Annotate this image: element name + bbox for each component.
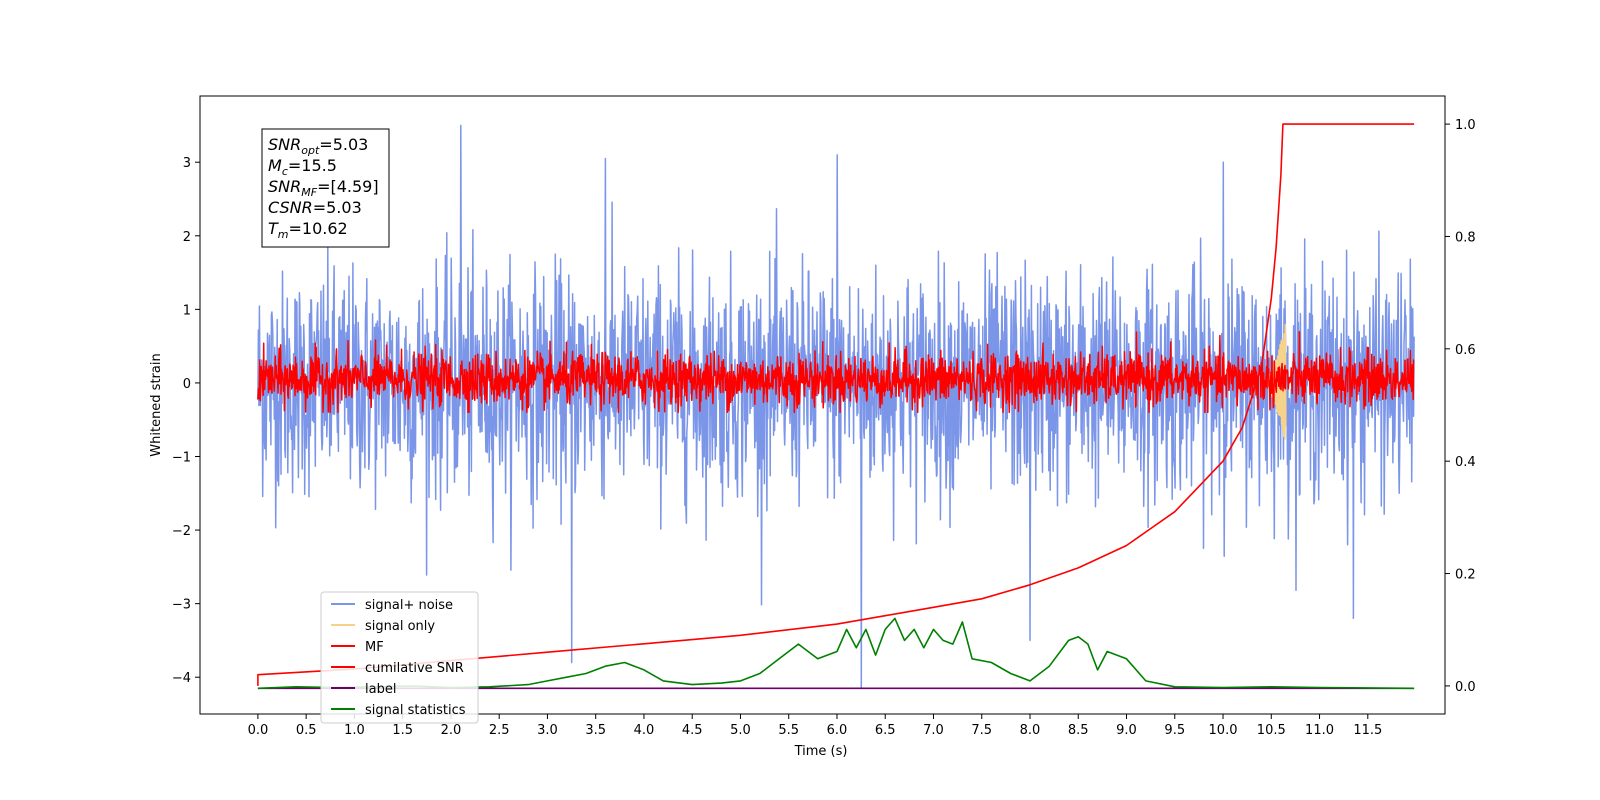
x-tick-label: 4.0 xyxy=(634,723,655,738)
info-symbol: SNR xyxy=(268,135,301,154)
info-line: SNRopt=5.03 xyxy=(268,135,368,157)
x-tick-label: 7.5 xyxy=(971,723,992,738)
y-tick-label: −2 xyxy=(172,524,191,539)
info-symbol: SNR xyxy=(268,177,301,196)
y-axis-label: Whitened strain xyxy=(149,353,164,456)
legend-entry-label: signal statistics xyxy=(365,703,466,718)
legend-entry-label: cumilative SNR xyxy=(365,661,464,676)
x-tick-label: 7.0 xyxy=(923,723,944,738)
x-tick-label: 3.0 xyxy=(537,723,558,738)
x-tick-label: 8.5 xyxy=(1068,723,1089,738)
x-tick-label: 6.0 xyxy=(827,723,848,738)
y-tick-label: 0 xyxy=(183,377,191,392)
info-symbol: M xyxy=(268,156,282,175)
info-line: Tm=10.62 xyxy=(268,219,348,241)
info-value: =10.62 xyxy=(289,219,348,238)
info-line: SNRMF=[4.59] xyxy=(268,177,379,199)
y-axis-right: 0.0 0.2 0.4 0.6 0.8 1.0 xyxy=(1445,118,1476,695)
legend-entry-label: signal+ noise xyxy=(365,598,453,613)
info-symbol: T xyxy=(268,219,279,238)
x-tick-label: 3.5 xyxy=(585,723,606,738)
y-tick-label: 2 xyxy=(183,230,191,245)
y-tick-label: −1 xyxy=(172,451,191,466)
x-tick-label: 8.0 xyxy=(1020,723,1041,738)
info-value: =[4.59] xyxy=(317,177,379,196)
y2-tick-label: 0.8 xyxy=(1455,230,1476,245)
x-tick-label: 4.5 xyxy=(682,723,703,738)
y-tick-label: −4 xyxy=(172,671,191,686)
x-tick-label: 10.5 xyxy=(1257,723,1286,738)
info-value: =5.03 xyxy=(313,198,362,217)
y2-tick-label: 0.4 xyxy=(1455,455,1476,470)
y-tick-label: −3 xyxy=(172,598,191,613)
info-value: =15.5 xyxy=(288,156,337,175)
x-axis: 0.0 0.5 1.0 1.5 2.0 2.5 3.0 3.5 4.0 4.5 5.0 5.5 6.0 6… xyxy=(248,714,1382,738)
legend-entry-label: label xyxy=(365,682,396,697)
x-tick-label: 10.0 xyxy=(1209,723,1238,738)
x-tick-label: 5.5 xyxy=(778,723,799,738)
x-tick-label: 9.0 xyxy=(1116,723,1137,738)
y-axis-left: −4 −3 −2 −1 0 1 2 3 xyxy=(172,156,200,686)
series-line-signal-statistics xyxy=(257,617,1415,690)
x-tick-label: 1.0 xyxy=(344,723,365,738)
info-value: =5.03 xyxy=(319,135,368,154)
x-tick-label: 2.0 xyxy=(441,723,462,738)
x-tick-label: 0.5 xyxy=(296,723,317,738)
y2-tick-label: 0.0 xyxy=(1455,680,1476,695)
legend: signal+ noise signal only MF cumilative SNR… xyxy=(320,591,479,724)
legend-entry-label: MF xyxy=(365,640,384,655)
info-subscript: MF xyxy=(301,186,317,199)
x-tick-label: 9.5 xyxy=(1164,723,1185,738)
info-subscript: c xyxy=(282,165,288,178)
x-tick-label: 6.5 xyxy=(875,723,896,738)
y-tick-label: 1 xyxy=(183,303,191,318)
x-tick-label: 0.0 xyxy=(248,723,269,738)
series-line-mf xyxy=(257,331,1415,414)
legend-frame xyxy=(320,591,479,724)
info-line: Mc=15.5 xyxy=(268,156,337,178)
y2-tick-label: 0.2 xyxy=(1455,568,1476,583)
series-line-cumilative-snr xyxy=(257,123,1415,686)
x-tick-label: 1.5 xyxy=(392,723,413,738)
y2-tick-label: 1.0 xyxy=(1455,118,1476,133)
info-box: SNRopt=5.03Mc=15.5SNRMF=[4.59]CSNR=5.03T… xyxy=(261,128,390,248)
info-subscript: m xyxy=(278,228,289,241)
info-subscript: opt xyxy=(301,144,320,157)
x-axis-label: Time (s) xyxy=(794,744,848,759)
x-tick-label: 11.0 xyxy=(1305,723,1334,738)
info-line: CSNR=5.03 xyxy=(268,198,362,217)
y2-tick-label: 0.6 xyxy=(1455,343,1476,358)
info-symbol: CSNR xyxy=(268,198,313,217)
x-tick-label: 11.5 xyxy=(1353,723,1382,738)
x-tick-label: 2.5 xyxy=(489,723,510,738)
plot-frame xyxy=(199,95,1446,715)
y-tick-label: 3 xyxy=(183,156,191,171)
legend-entry-label: signal only xyxy=(365,619,435,634)
x-tick-label: 5.0 xyxy=(730,723,751,738)
info-box-frame xyxy=(261,128,390,248)
